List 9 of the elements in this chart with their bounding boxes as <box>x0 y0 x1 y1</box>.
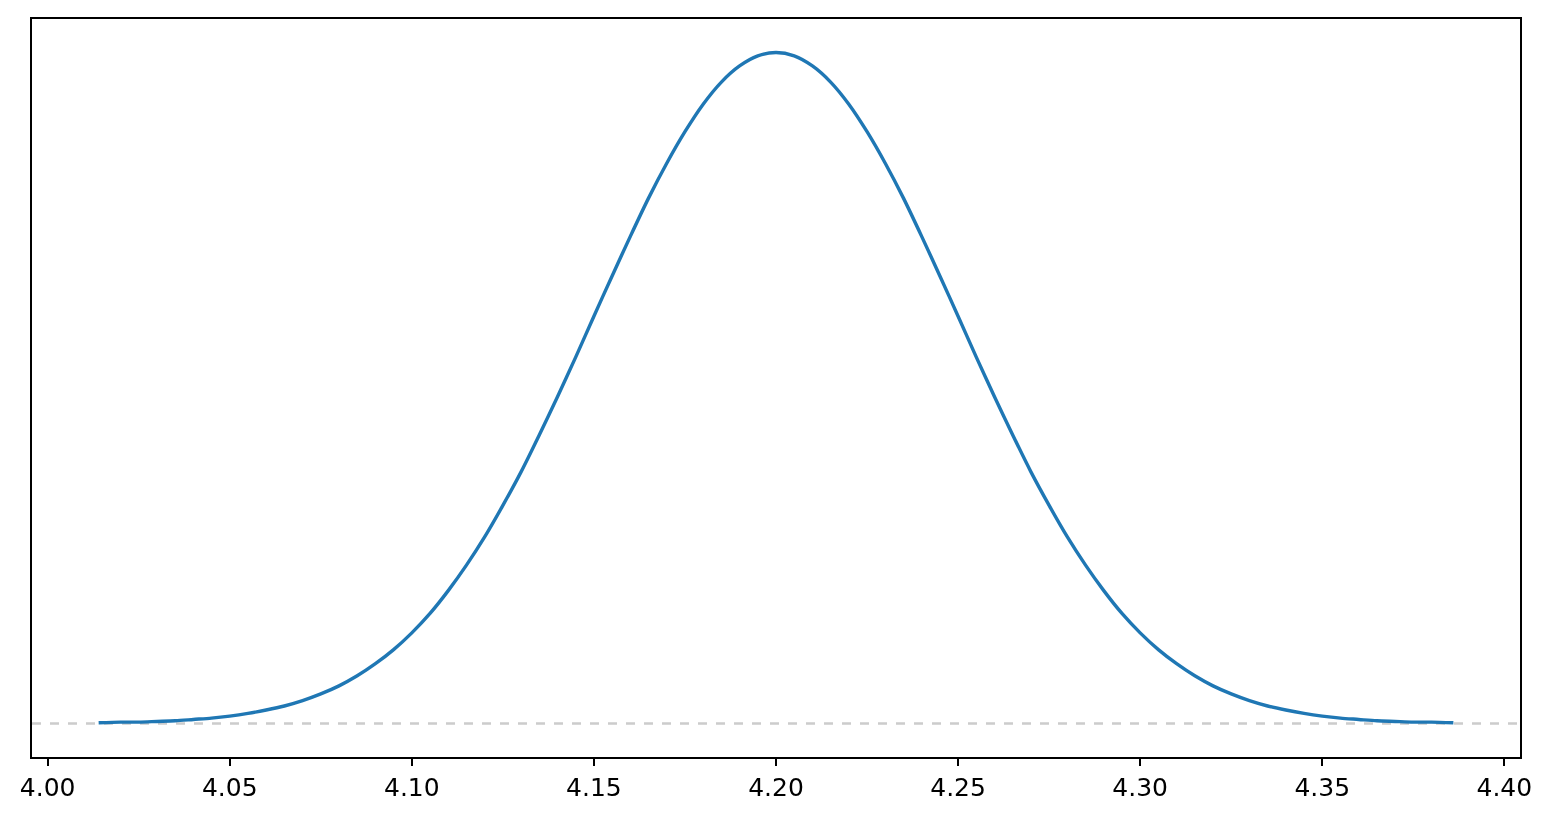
x-tick-label: 4.30 <box>1112 772 1169 802</box>
x-tick-label: 4.10 <box>383 772 440 802</box>
x-tick-label: 4.00 <box>19 772 76 802</box>
x-tick-label: 4.15 <box>566 772 622 802</box>
x-tick-label: 4.20 <box>748 772 804 802</box>
x-tick-label: 4.25 <box>930 772 986 802</box>
x-tick-label: 4.05 <box>201 772 258 802</box>
x-tick-label: 4.40 <box>1476 772 1533 802</box>
x-tick-label: 4.35 <box>1294 772 1351 802</box>
